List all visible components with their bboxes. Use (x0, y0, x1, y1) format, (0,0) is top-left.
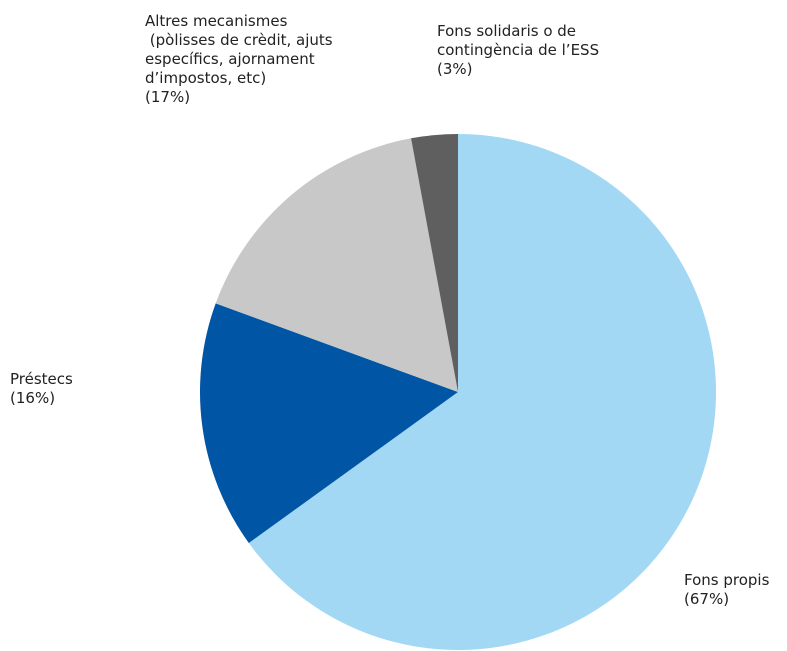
category-label: Altres mecanismes (pòlisses de crèdit, a… (145, 12, 333, 87)
slice-label: Préstecs (16%) (10, 370, 73, 408)
value-label: (67%) (684, 590, 730, 608)
category-label: Fons solidaris o de contingència de l’ES… (437, 22, 600, 59)
slice-label: Fons solidaris o de contingència de l’ES… (437, 22, 599, 79)
slice-label: Altres mecanismes (pòlisses de crèdit, a… (145, 12, 333, 107)
value-label: (3%) (437, 60, 473, 78)
pie-slice (200, 303, 458, 544)
pie-slice (215, 138, 458, 392)
category-label: Fons propis (684, 571, 770, 589)
pie-slice (411, 134, 458, 392)
category-label: Préstecs (10, 370, 73, 388)
value-label: (17%) (145, 88, 191, 106)
value-label: (16%) (10, 389, 56, 407)
pie-slice (248, 134, 716, 651)
slice-label: Fons propis (67%) (684, 571, 769, 609)
